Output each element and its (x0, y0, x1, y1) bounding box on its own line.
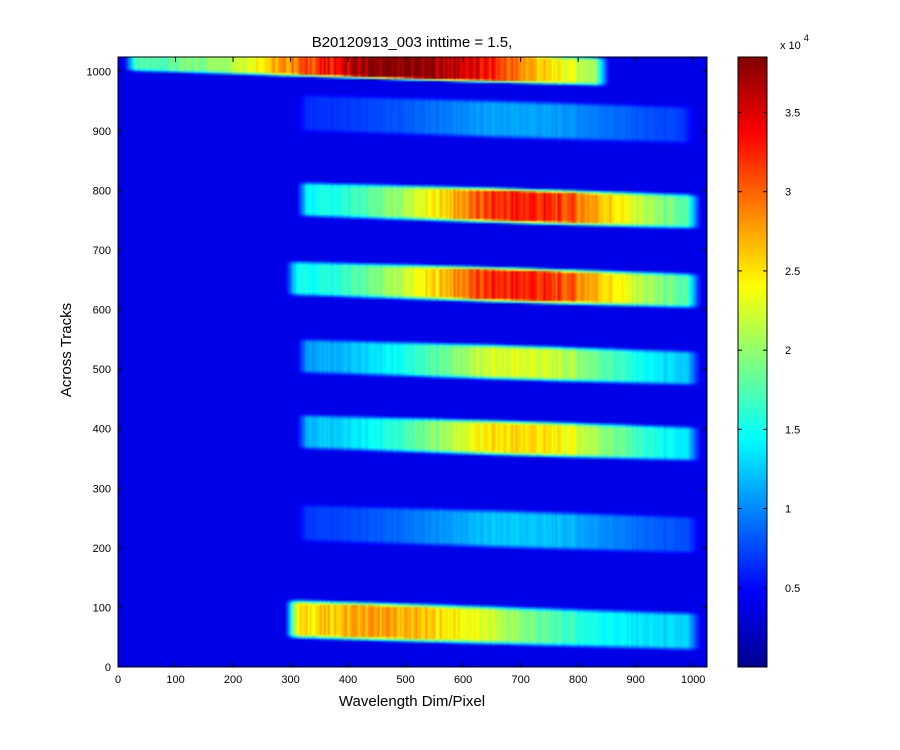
y-axis: 0 100 200 300 400 500 600 700 800 900 1000 (87, 66, 707, 674)
colorbar-tick-label: 2.5 (785, 266, 800, 278)
y-tick-label: 0 (105, 662, 111, 674)
colorbar-tick-label: 2 (785, 345, 791, 357)
y-tick-label: 500 (93, 364, 111, 376)
x-tick-label: 700 (511, 674, 529, 686)
x-tick-label: 1000 (681, 674, 705, 686)
colorbar-tick-label: 3 (785, 187, 791, 199)
colorbar-multiplier-base: x 10 (780, 40, 801, 52)
colorbar: 0.5 1 1.5 2 2.5 3 3.5 x 10 4 (737, 33, 809, 668)
plot-border (117, 56, 708, 668)
x-tick-label: 200 (224, 674, 242, 686)
y-tick-label: 200 (93, 543, 111, 555)
y-tick-label: 400 (93, 424, 111, 436)
y-tick-label: 900 (93, 126, 111, 138)
x-tick-label: 400 (339, 674, 357, 686)
x-tick-label: 300 (281, 674, 299, 686)
y-tick-label: 600 (93, 305, 111, 317)
x-axis: 0 100 200 300 400 500 600 700 800 900 1000 (115, 57, 705, 686)
x-tick-label: 100 (166, 674, 184, 686)
colorbar-tick-label: 0.5 (785, 583, 800, 595)
x-tick-label: 900 (626, 674, 644, 686)
chart-title: B20120913_003 inttime = 1.5, (312, 34, 513, 51)
y-axis-label: Across Tracks (58, 303, 75, 397)
colorbar-tick-label: 1 (785, 504, 791, 516)
y-tick-label: 300 (93, 483, 111, 495)
y-tick-label: 100 (93, 602, 111, 614)
heatmap-image (118, 57, 707, 667)
x-tick-label: 500 (396, 674, 414, 686)
y-tick-label: 800 (93, 185, 111, 197)
x-tick-label: 0 (115, 674, 121, 686)
colorbar-multiplier-exp: 4 (804, 33, 809, 43)
plot-area (117, 56, 708, 668)
colorbar-tick-label: 3.5 (785, 107, 800, 119)
y-tick-label: 700 (93, 245, 111, 257)
colorbar-multiplier: x 10 4 (780, 33, 809, 52)
colorbar-gradient (737, 56, 768, 668)
colorbar-ticks: 0.5 1 1.5 2 2.5 3 3.5 (738, 107, 800, 595)
x-tick-label: 800 (569, 674, 587, 686)
y-tick-label: 1000 (87, 66, 111, 78)
x-axis-label: Wavelength Dim/Pixel (339, 693, 485, 710)
colorbar-tick-label: 1.5 (785, 424, 800, 436)
x-tick-label: 600 (454, 674, 472, 686)
